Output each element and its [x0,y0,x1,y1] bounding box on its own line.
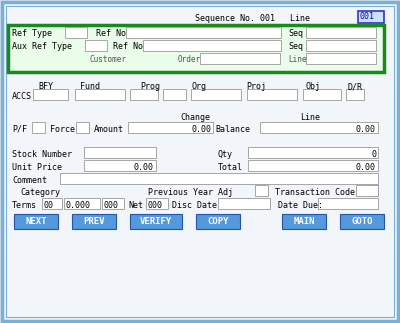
Text: VERIFY: VERIFY [140,217,172,226]
Bar [84,160,156,171]
Bar [191,89,241,100]
Text: Balance: Balance [215,125,250,134]
Text: MAIN: MAIN [293,217,315,226]
Bar [247,89,297,100]
Bar [126,27,281,38]
Text: Amount: Amount [94,125,124,134]
Text: Category: Category [20,188,60,197]
Text: 0.000: 0.000 [66,201,91,210]
Bar [358,11,384,23]
Text: Ref No: Ref No [96,29,126,38]
Bar [72,214,116,229]
Bar [14,214,58,229]
Bar [248,147,378,158]
Bar [196,214,240,229]
Bar [8,25,384,72]
Bar [85,40,107,51]
Bar [368,185,378,196]
Text: Prog: Prog [140,82,160,91]
Text: 0: 0 [371,150,376,159]
Text: Total: Total [218,163,243,172]
Bar [306,53,376,64]
Text: Sequence No. 001   Line: Sequence No. 001 Line [195,14,310,23]
Bar [306,27,376,38]
Text: Qty: Qty [218,150,233,159]
Text: 001: 001 [360,12,375,21]
Text: D/R: D/R [347,82,362,91]
Text: PREV: PREV [83,217,105,226]
Text: Customer: Customer [90,55,127,64]
Bar [130,214,182,229]
Text: 0.00: 0.00 [134,163,154,172]
Bar [32,122,45,133]
Bar [218,198,270,209]
Text: Line: Line [288,55,306,64]
Bar [65,27,87,38]
Text: 0.00: 0.00 [356,163,376,172]
Bar [303,89,341,100]
Bar [102,198,124,209]
Text: Transaction Code: Transaction Code [275,188,355,197]
Bar [146,198,168,209]
Bar [356,185,378,196]
Text: BFY: BFY [38,82,53,91]
Text: Line: Line [300,113,320,122]
Bar [84,147,156,158]
Text: 000: 000 [104,201,119,210]
Bar [76,122,89,133]
Bar [318,198,378,209]
Text: 00: 00 [44,201,54,210]
Text: Comment: Comment [12,176,47,185]
Text: Stock Number: Stock Number [12,150,72,159]
Bar [340,214,384,229]
Text: COPY: COPY [207,217,229,226]
Bar [306,40,376,51]
Bar [130,89,158,100]
Text: ACCS: ACCS [12,92,32,101]
Text: P/F: P/F [12,125,27,134]
Bar [33,89,68,100]
Text: Obj: Obj [305,82,320,91]
Text: 0.00: 0.00 [356,125,376,134]
Bar [255,185,268,196]
Bar [128,122,213,133]
Text: Ref Type: Ref Type [12,29,52,38]
Bar [200,53,280,64]
Bar [64,198,100,209]
Text: 000: 000 [148,201,163,210]
Text: NEXT: NEXT [25,217,47,226]
Text: Change: Change [180,113,210,122]
Bar [60,173,378,184]
Text: Previous Year Adj: Previous Year Adj [148,188,232,197]
Bar [75,89,125,100]
Text: Unit Price: Unit Price [12,163,62,172]
Bar [163,89,186,100]
Text: Org: Org [192,82,207,91]
Bar [282,214,326,229]
Bar [42,198,62,209]
Text: Proj: Proj [246,82,266,91]
Text: Seq: Seq [288,42,303,51]
Bar [248,160,378,171]
Text: Net: Net [128,201,143,210]
Bar [260,122,378,133]
Text: Force: Force [50,125,75,134]
Text: Date Due:: Date Due: [278,201,323,210]
Text: 0.00: 0.00 [191,125,211,134]
Text: Aux Ref Type: Aux Ref Type [12,42,72,51]
Text: Terms: Terms [12,201,37,210]
Text: Disc Date: Disc Date [172,201,217,210]
Text: Seq: Seq [288,29,303,38]
Bar [143,40,281,51]
Text: GOTO: GOTO [351,217,373,226]
Bar [346,89,364,100]
Text: Order: Order [178,55,201,64]
Text: Fund: Fund [80,82,100,91]
Text: Ref No: Ref No [113,42,143,51]
